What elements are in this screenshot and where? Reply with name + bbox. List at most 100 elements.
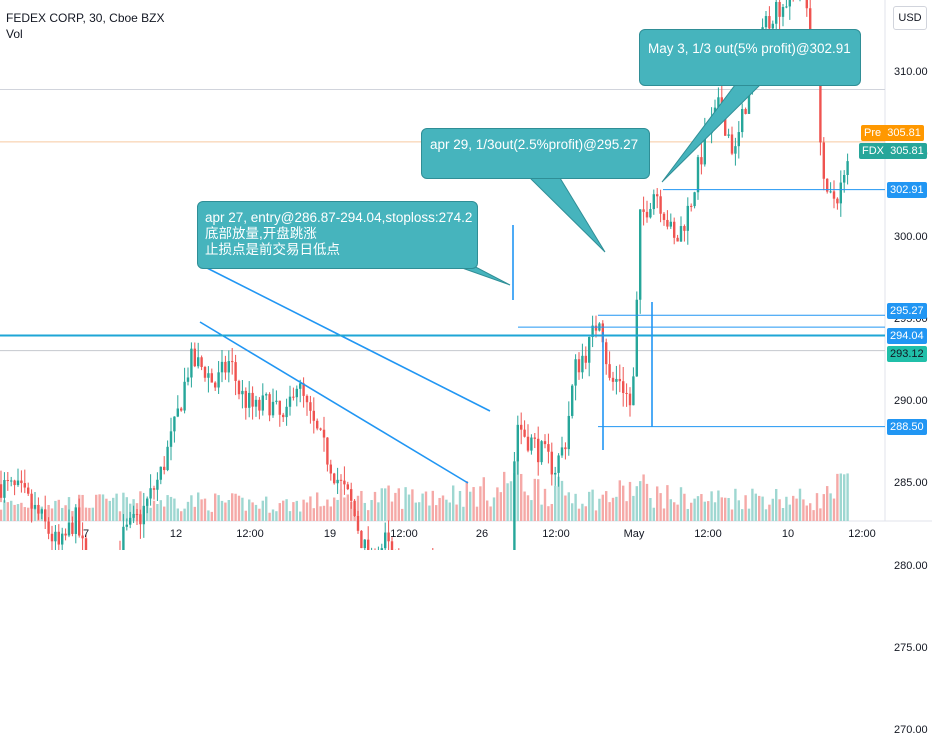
volume-bar xyxy=(254,504,258,521)
volume-bar xyxy=(163,506,166,521)
candle-body xyxy=(146,498,149,506)
volume-bar xyxy=(312,508,315,521)
volume-bar xyxy=(533,478,536,521)
volume-bar xyxy=(418,502,421,521)
candle-body xyxy=(666,219,669,227)
volume-bar xyxy=(520,473,523,521)
candle-body xyxy=(520,424,523,430)
candle-body xyxy=(299,383,302,389)
volume-bar xyxy=(588,491,591,521)
annotation-apr29[interactable]: apr 29, 1/3out(2.5%profit)@295.27 xyxy=(421,128,650,179)
volume-bar xyxy=(275,511,278,521)
volume-bar xyxy=(54,500,57,521)
volume-bar xyxy=(516,457,519,521)
candle-body xyxy=(186,377,190,382)
volume-bar xyxy=(214,493,217,521)
volume-bar xyxy=(744,495,747,521)
candle-body xyxy=(183,381,186,411)
candle-body xyxy=(574,359,577,386)
candle-body xyxy=(822,142,825,179)
candles xyxy=(0,0,849,550)
volume-bar xyxy=(465,481,468,521)
candle-body xyxy=(516,424,519,462)
price-chart[interactable] xyxy=(0,0,932,550)
volume-bar xyxy=(10,500,13,521)
volume-bar xyxy=(397,488,400,521)
volume-bar xyxy=(669,499,672,521)
price-tag-value: 305.81 xyxy=(887,126,921,139)
volume-bar xyxy=(472,487,475,521)
candle-body xyxy=(350,489,353,501)
volume-bar xyxy=(618,480,621,521)
volume-bar xyxy=(815,493,819,521)
volume-bar xyxy=(309,496,312,521)
volume-bar xyxy=(169,496,173,521)
volume-bar xyxy=(3,500,6,521)
candle-body xyxy=(615,378,618,382)
candle-body xyxy=(220,361,224,373)
currency-button[interactable]: USD xyxy=(893,6,927,30)
volume-bar xyxy=(288,511,292,521)
candle-body xyxy=(353,500,356,516)
volume-bar xyxy=(118,511,122,521)
volume-bar xyxy=(499,492,502,521)
candle-body xyxy=(37,504,40,514)
candle-body xyxy=(747,81,751,114)
volume-bar xyxy=(622,485,625,521)
price-tag-pre: Pre 305.81 xyxy=(861,124,924,141)
volume-bar xyxy=(448,502,451,521)
volume-bar xyxy=(431,490,434,521)
candle-body xyxy=(61,533,64,545)
volume-bar xyxy=(190,495,193,521)
volume-bar xyxy=(628,481,632,521)
volume-bar xyxy=(819,508,822,521)
candle-body xyxy=(217,372,220,388)
annotation-may3[interactable]: May 3, 1/3 out(5% profit)@302.91 xyxy=(639,29,861,86)
candle-body xyxy=(843,174,846,183)
price-tag-teal: 293.12 xyxy=(887,345,927,362)
candle-body xyxy=(305,395,309,403)
volume-bar xyxy=(363,502,366,521)
volume-bar xyxy=(231,493,234,521)
candle-body xyxy=(683,226,686,231)
volume-bar xyxy=(367,510,370,521)
candle-body xyxy=(540,441,543,463)
candle-body xyxy=(166,446,169,471)
volume-bar xyxy=(509,481,513,521)
volume-bar xyxy=(642,474,645,521)
volume-bar xyxy=(581,503,584,521)
volume-bar xyxy=(547,506,550,521)
volume-bar xyxy=(584,506,587,521)
candle-body xyxy=(778,1,781,17)
volume-bar xyxy=(690,502,693,521)
volume-bar xyxy=(455,504,458,521)
volume-bar xyxy=(530,500,533,521)
candle-body xyxy=(214,382,217,388)
annotation-apr27[interactable]: apr 27, entry@286.87-294.04,stoploss:274… xyxy=(197,201,478,269)
symbol-title: FEDEX CORP, 30, Cboe BZX xyxy=(6,11,165,25)
candle-body xyxy=(635,299,638,377)
candle-body xyxy=(210,373,213,383)
x-tick-label: 12:00 xyxy=(848,528,876,540)
candle-body xyxy=(248,392,251,408)
volume-bar xyxy=(693,498,696,521)
volume-bar xyxy=(20,502,23,521)
candle-body xyxy=(6,480,9,482)
candle-body xyxy=(285,406,288,418)
volume-bar xyxy=(543,488,547,521)
annotation-line: 底部放量,开盘跳涨 xyxy=(205,226,317,241)
price-tag-blue: 295.27 xyxy=(887,303,927,320)
volume-bar xyxy=(605,491,608,521)
volume-bar xyxy=(241,497,244,521)
y-tick-label: 310.00 xyxy=(894,66,928,78)
volume-bar xyxy=(696,496,700,521)
candle-body xyxy=(829,191,832,193)
volume-bar xyxy=(88,507,91,521)
volume-bar xyxy=(302,499,305,521)
candle-body xyxy=(836,198,839,204)
candle-body xyxy=(275,400,278,402)
volume-bar xyxy=(462,506,465,521)
volume-bar xyxy=(632,495,635,521)
candle-body xyxy=(676,237,679,242)
price-tag-blue: 302.91 xyxy=(887,181,927,198)
